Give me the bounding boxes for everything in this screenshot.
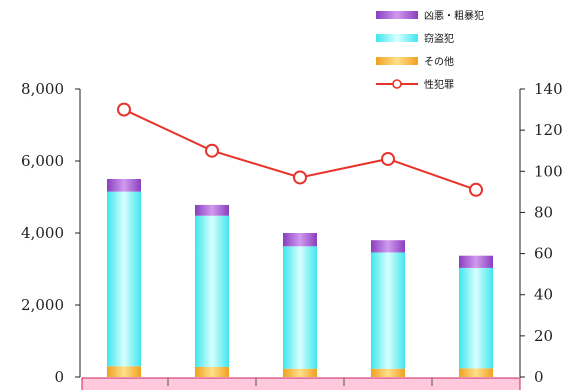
- bar-segment: [283, 246, 317, 369]
- right-tick-label: 140: [534, 80, 563, 98]
- right-tick-label: 80: [534, 203, 553, 221]
- legend-swatch: [376, 57, 418, 65]
- right-tick-label: 60: [534, 245, 553, 263]
- line-series: [117, 102, 483, 197]
- left-tick-label: 4,000: [21, 224, 64, 242]
- bar-segment: [459, 368, 493, 377]
- left-tick-label: 6,000: [21, 152, 64, 170]
- bar-segment: [107, 191, 141, 367]
- legend-label: 窃盗犯: [424, 32, 454, 45]
- left-tick-label: 0: [54, 368, 64, 386]
- bar-segment: [283, 368, 317, 377]
- left-tick-label: 8,000: [21, 80, 64, 98]
- bar-segment: [195, 215, 229, 367]
- bar-segment: [371, 368, 405, 377]
- left-tick-label: 2,000: [21, 296, 64, 314]
- bar-segment: [459, 267, 493, 369]
- legend-swatch: [376, 34, 418, 42]
- right-tick-label: 120: [534, 121, 563, 139]
- category-band: [81, 377, 521, 390]
- right-tick-label: 100: [534, 162, 563, 180]
- legend-label: 凶悪・粗暴犯: [424, 10, 484, 22]
- legend-swatch: [376, 11, 418, 19]
- legend-label: その他: [424, 55, 454, 68]
- right-tick-label: 40: [534, 286, 553, 304]
- right-tick-label: 0: [534, 368, 544, 386]
- bar-segment: [107, 366, 141, 377]
- line-point: [117, 102, 131, 117]
- legend-label: 性犯罪: [424, 78, 454, 91]
- line-point: [381, 151, 395, 166]
- right-tick-label: 20: [534, 327, 553, 345]
- right-axis-ticks: 0 20 40 60 80 100 120 140: [520, 80, 563, 386]
- bar-stacks: [107, 179, 493, 386]
- bar-segment: [195, 366, 229, 377]
- bar-segment: [371, 252, 405, 369]
- bar-segment: [195, 204, 229, 216]
- legend-marker: [392, 79, 402, 89]
- line-point: [469, 182, 483, 197]
- bar-segment: [459, 255, 493, 268]
- bar-segment: [107, 179, 141, 192]
- line-point: [293, 170, 307, 185]
- bar-segment: [283, 233, 317, 247]
- bar-segment: [371, 240, 405, 253]
- left-axis-ticks: 0 2,000 4,000 6,000 8,000: [21, 80, 80, 386]
- line-point: [205, 143, 219, 158]
